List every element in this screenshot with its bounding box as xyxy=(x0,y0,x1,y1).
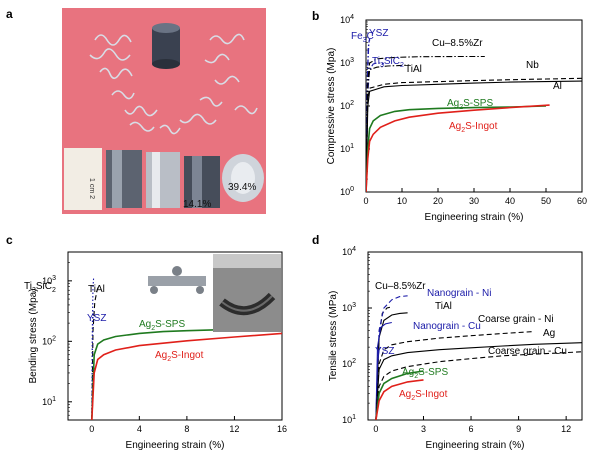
series-label-c: Ag2S-Ingot xyxy=(155,350,204,363)
ruler-scale-text: 1 cm 2 xyxy=(88,178,95,199)
x-tick-label-d: 3 xyxy=(421,424,426,434)
y-tick-label-b: 101 xyxy=(340,143,354,154)
series-label-b: Ti3SiC2 xyxy=(372,56,404,69)
cylinder-sample-image xyxy=(152,23,180,69)
x-tick-label-b: 10 xyxy=(397,196,407,206)
y-axis-label-c: Bending stress (Mpa) xyxy=(28,288,39,383)
photo-panel: 1 cm 2 14.1% 39.4% xyxy=(62,8,266,214)
series-label-b: Ag2S-SPS xyxy=(447,98,493,111)
series-line-b-ag2s-ingot xyxy=(366,104,550,192)
series-line-b-cu-8-5-zr xyxy=(366,55,485,192)
x-tick-label-b: 60 xyxy=(577,196,587,206)
y-axis-label-b: Compressive stress (Mpa) xyxy=(326,48,337,165)
series-label-d: TiAl xyxy=(435,301,452,312)
series-label-b: Al xyxy=(553,81,562,92)
x-tick-label-c: 4 xyxy=(137,424,142,434)
series-line-b-ti3sic2 xyxy=(366,62,385,192)
bending-inset xyxy=(148,254,281,332)
series-label-b: Cu–8.5%Zr xyxy=(432,38,483,49)
x-tick-label-c: 12 xyxy=(229,424,239,434)
series-line-d-ag2s-ingot xyxy=(375,379,424,420)
y-tick-label-b: 104 xyxy=(340,14,354,25)
x-axis-label-b: Engineering strain (%) xyxy=(425,212,524,223)
x-axis-label-c: Engineering strain (%) xyxy=(126,440,225,451)
series-line-c-ti3sic2 xyxy=(91,278,95,420)
panel-letter-c: c xyxy=(6,233,13,247)
series-label-d: Cu–8.5%Zr xyxy=(375,281,426,292)
y-tick-label-c: 101 xyxy=(42,396,56,407)
series-label-d: YSZ xyxy=(375,346,394,357)
panel-letter-b: b xyxy=(312,9,319,23)
plot-frame-d xyxy=(367,251,583,421)
metal-chips-image xyxy=(89,33,258,135)
series-line-d-ag xyxy=(375,342,582,420)
y-tick-label-b: 102 xyxy=(340,100,354,111)
x-tick-label-d: 9 xyxy=(516,424,521,434)
three-point-bend-schematic xyxy=(148,266,206,294)
chart-bending: 0 4 8 12 16 101 102 103 Engineering strain (%) Be… xyxy=(24,251,287,451)
bent-sample-photo xyxy=(213,254,281,332)
x-tick-label-d: 0 xyxy=(373,424,378,434)
series-label-c: TiAl xyxy=(88,284,105,295)
series-label-d: Nanograin - Ni xyxy=(427,288,491,299)
panel-letter-a: a xyxy=(6,7,13,21)
series-label-c: Ti3SiC2 xyxy=(24,281,56,294)
y-tick-label-c: 103 xyxy=(42,275,56,286)
series-label-d: Coarse grain - Cu xyxy=(488,346,567,357)
series-label-b: YSZ xyxy=(369,28,388,39)
series-line-d-ag2s-sps xyxy=(375,370,424,420)
series-label-b: Fe3C xyxy=(351,31,374,44)
series-label-b: Nb xyxy=(526,60,539,71)
y-tick-label-d: 101 xyxy=(342,414,356,425)
y-tick-label-d: 103 xyxy=(342,302,356,313)
sample-label-14: 14.1% xyxy=(183,199,211,210)
y-tick-label-c: 102 xyxy=(42,335,56,346)
x-tick-label-b: 50 xyxy=(541,196,551,206)
series-label-c: Ag2S-SPS xyxy=(139,319,185,332)
chart-compressive: 0 10 20 30 40 50 60 100 101 102 103 104 Engineering … xyxy=(326,14,587,223)
series-label-d: Ag2S-SPS xyxy=(402,367,448,380)
y-tick-label-b: 100 xyxy=(340,186,354,197)
series-label-d: Ag xyxy=(543,328,555,339)
x-tick-label-d: 12 xyxy=(561,424,571,434)
compressed-samples-image xyxy=(106,150,264,208)
x-tick-label-c: 16 xyxy=(277,424,287,434)
y-axis-label-d: Tensile stress (MPa) xyxy=(328,291,339,382)
plot-frame-c xyxy=(67,251,283,421)
series-line-c-ag2s-ingot xyxy=(91,332,282,420)
panel-letter-d: d xyxy=(312,233,319,247)
series-label-c: YSZ xyxy=(87,313,106,324)
sample-label-39: 39.4% xyxy=(228,182,256,193)
x-tick-label-c: 8 xyxy=(184,424,189,434)
series-line-d-coarse-grain-ni xyxy=(375,330,535,420)
x-tick-label-b: 0 xyxy=(363,196,368,206)
series-label-d: Nanograin - Cu xyxy=(413,321,481,332)
x-tick-label-d: 6 xyxy=(469,424,474,434)
series-line-d-ysz xyxy=(375,346,382,420)
x-tick-label-b: 40 xyxy=(505,196,515,206)
series-label-b: TiAl xyxy=(405,64,422,75)
series-line-c-ag2s-sps xyxy=(91,329,217,420)
x-tick-label-c: 0 xyxy=(89,424,94,434)
y-tick-label-b: 103 xyxy=(340,57,354,68)
y-tick-label-d: 104 xyxy=(342,246,356,257)
x-axis-label-d: Engineering strain (%) xyxy=(426,440,525,451)
series-label-d: Ag2S-Ingot xyxy=(399,389,448,402)
y-tick-label-d: 102 xyxy=(342,358,356,369)
x-tick-label-b: 30 xyxy=(469,196,479,206)
series-label-b: Ag2S-Ingot xyxy=(449,121,498,134)
ruler: 1 cm 2 xyxy=(64,148,102,210)
series-line-b-nb xyxy=(366,77,582,192)
chart-tensile: 0 3 6 9 12 101 102 103 104 Engineering strain (%)… xyxy=(328,246,583,451)
series-line-d-nanograin-ni xyxy=(375,295,408,420)
x-tick-label-b: 20 xyxy=(433,196,443,206)
series-line-b-al xyxy=(366,80,582,192)
series-line-d-coarse-grain-cu xyxy=(375,351,582,420)
series-label-d: Coarse grain - Ni xyxy=(478,314,554,325)
series-line-c-ysz xyxy=(91,310,95,420)
series-line-b-ag2s-sps xyxy=(366,105,547,192)
